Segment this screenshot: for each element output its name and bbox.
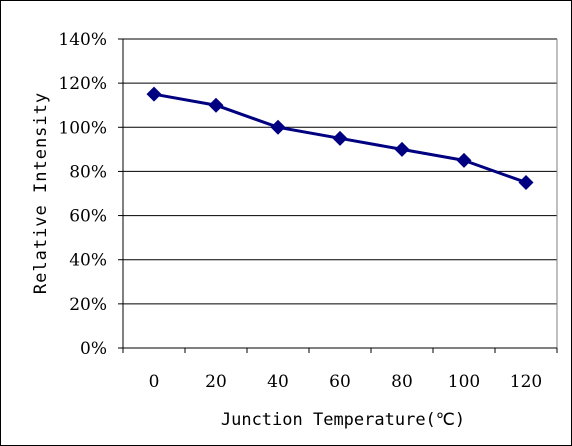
y-tick-label: 40% bbox=[69, 251, 107, 271]
y-tick-label: 60% bbox=[69, 207, 107, 227]
x-axis-title: Junction Temperature(℃) bbox=[221, 410, 465, 430]
y-tick-labels: 0% 20% 40% 60% 80% 100% 120% 140% bbox=[58, 30, 107, 359]
data-point-marker bbox=[456, 152, 472, 168]
x-tick-label: 80 bbox=[391, 372, 413, 392]
x-tick-label: 60 bbox=[329, 372, 351, 392]
y-tick-label: 0% bbox=[80, 339, 107, 359]
y-tick-label: 20% bbox=[69, 295, 107, 315]
y-tick-label: 80% bbox=[69, 162, 107, 182]
x-tick-labels: 0 20 40 60 80 100 120 bbox=[149, 372, 543, 392]
x-tick-label: 20 bbox=[205, 372, 227, 392]
y-axis-title: Relative Intensity bbox=[31, 92, 51, 294]
x-tick-label: 120 bbox=[510, 372, 542, 392]
data-point-marker bbox=[518, 174, 534, 190]
x-tick-label: 0 bbox=[149, 372, 160, 392]
gridlines bbox=[123, 38, 557, 305]
data-point-marker bbox=[146, 86, 162, 102]
x-tick-label: 100 bbox=[448, 372, 480, 392]
x-tick-label: 40 bbox=[267, 372, 289, 392]
data-point-marker bbox=[332, 130, 348, 146]
y-tick-label: 120% bbox=[58, 74, 107, 94]
data-point-marker bbox=[270, 119, 286, 135]
y-tick-label: 140% bbox=[58, 30, 107, 50]
data-point-marker bbox=[208, 97, 224, 113]
axes bbox=[118, 38, 558, 353]
y-tick-label: 100% bbox=[58, 118, 107, 138]
data-point-markers bbox=[146, 86, 534, 190]
data-point-marker bbox=[394, 141, 410, 157]
